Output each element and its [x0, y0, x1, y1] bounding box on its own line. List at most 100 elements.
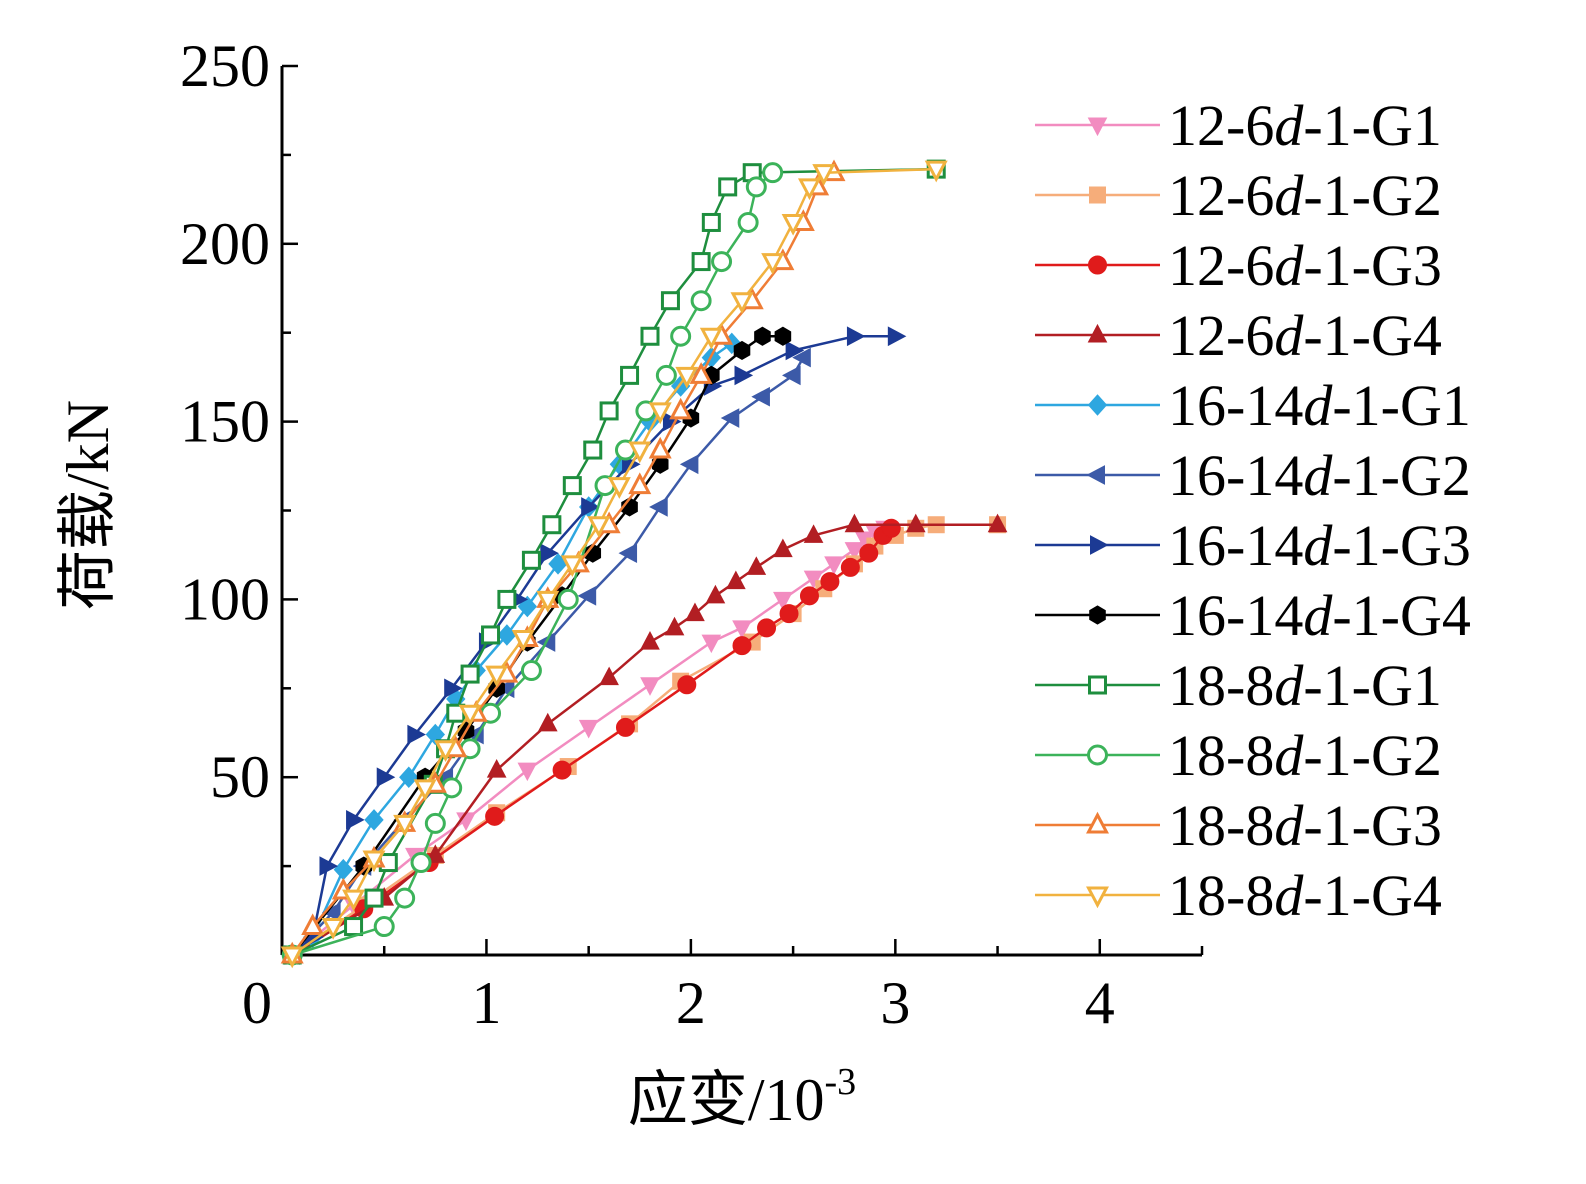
- data-point: [792, 347, 811, 368]
- data-point: [1088, 255, 1107, 275]
- legend-marker: [1086, 465, 1105, 485]
- data-point: [485, 806, 505, 826]
- data-point: [745, 176, 767, 198]
- x-tick-label: 4: [1085, 970, 1115, 1036]
- data-point: [773, 538, 793, 558]
- data-point: [846, 326, 866, 347]
- data-point: [393, 814, 417, 837]
- data-point: [799, 586, 819, 606]
- data-point: [441, 777, 463, 799]
- data-point: [425, 844, 446, 863]
- data-point: [557, 588, 579, 610]
- data-point: [648, 402, 672, 425]
- data-point: [618, 543, 638, 564]
- data-point: [536, 590, 560, 613]
- data-point: [664, 616, 685, 636]
- x-tick-label: 3: [880, 970, 910, 1036]
- data-point: [726, 570, 746, 590]
- data-point: [924, 160, 948, 183]
- data-point: [701, 212, 721, 232]
- data-point: [762, 162, 784, 184]
- data-point: [690, 290, 712, 312]
- data-point: [620, 365, 640, 385]
- data-point: [887, 326, 907, 347]
- legend-label: 16-14d-1-G3: [1168, 513, 1471, 578]
- data-point: [521, 550, 541, 570]
- series-12-6d-1-G2: [283, 516, 1007, 964]
- y-tick-label: 150: [180, 389, 270, 455]
- data-point: [840, 557, 860, 577]
- data-point: [733, 340, 751, 361]
- data-point: [675, 366, 699, 389]
- legend-item: 16-14d-1-G2: [1035, 443, 1471, 508]
- data-point: [344, 917, 364, 937]
- legend-marker: [1087, 117, 1108, 137]
- data-point: [751, 386, 770, 407]
- series-group: [280, 159, 1008, 969]
- data-point: [1087, 394, 1108, 416]
- data-point: [803, 524, 824, 543]
- data-point: [701, 634, 722, 654]
- data-point: [1089, 186, 1106, 204]
- data-point: [1090, 535, 1109, 555]
- data-point: [1086, 886, 1109, 909]
- data-point: [859, 543, 879, 563]
- legend-label: 16-14d-1-G2: [1168, 443, 1471, 508]
- legend-marker: [1088, 255, 1107, 275]
- data-point: [905, 513, 926, 533]
- data-point: [718, 177, 738, 197]
- data-point: [689, 362, 713, 384]
- data-point: [373, 916, 395, 938]
- x-axis-title: 应变/10-3: [628, 1061, 856, 1133]
- axes: 0 1 2 3 4 50 100 150 200 250: [180, 33, 1204, 1036]
- legend-item: 18-8d-1-G4: [1035, 863, 1442, 928]
- data-point: [346, 810, 365, 830]
- data-point: [628, 441, 652, 464]
- x-tick-label: 2: [676, 970, 706, 1036]
- data-point: [679, 454, 699, 475]
- data-point: [583, 440, 603, 460]
- data-point: [552, 760, 572, 780]
- legend-label: 12-6d-1-G3: [1168, 233, 1442, 298]
- data-point: [1087, 323, 1108, 343]
- data-point: [364, 809, 384, 831]
- data-point: [280, 946, 304, 969]
- data-point: [779, 604, 799, 624]
- legend-item: 18-8d-1-G2: [1035, 723, 1442, 788]
- data-point: [485, 665, 509, 688]
- data-point: [691, 252, 711, 272]
- legend-label: 18-8d-1-G4: [1168, 863, 1442, 928]
- legend-marker: [1089, 605, 1106, 625]
- data-point: [542, 515, 562, 535]
- data-point: [342, 889, 366, 912]
- legend-label: 12-6d-1-G2: [1168, 163, 1442, 228]
- legend-marker: [1086, 811, 1109, 834]
- data-point: [757, 618, 777, 638]
- data-point: [511, 630, 535, 652]
- data-point: [321, 918, 345, 940]
- y-tick-label: 250: [180, 33, 270, 99]
- data-point: [785, 340, 805, 361]
- data-point: [458, 704, 482, 727]
- legend-marker: [1087, 744, 1108, 766]
- data-point: [577, 586, 597, 606]
- legend: 12-6d-1-G112-6d-1-G212-6d-1-G312-6d-1-G4…: [1035, 93, 1471, 928]
- data-point: [774, 326, 792, 346]
- data-point: [599, 666, 619, 686]
- data-point: [987, 513, 1008, 533]
- data-point: [844, 542, 865, 561]
- data-point: [781, 213, 805, 236]
- data-point: [413, 779, 437, 802]
- data-point: [677, 675, 697, 695]
- data-point: [1087, 744, 1108, 766]
- legend-item: 16-14d-1-G3: [1035, 513, 1471, 578]
- legend-marker: [1086, 886, 1109, 909]
- data-point: [640, 631, 660, 650]
- series-16-14d-1-G3: [284, 326, 907, 965]
- legend-item: 12-6d-1-G3: [1035, 233, 1442, 298]
- data-point: [1088, 675, 1107, 695]
- data-point: [655, 364, 677, 386]
- data-point: [607, 477, 631, 499]
- data-point: [1087, 117, 1108, 137]
- legend-label: 18-8d-1-G1: [1168, 653, 1442, 718]
